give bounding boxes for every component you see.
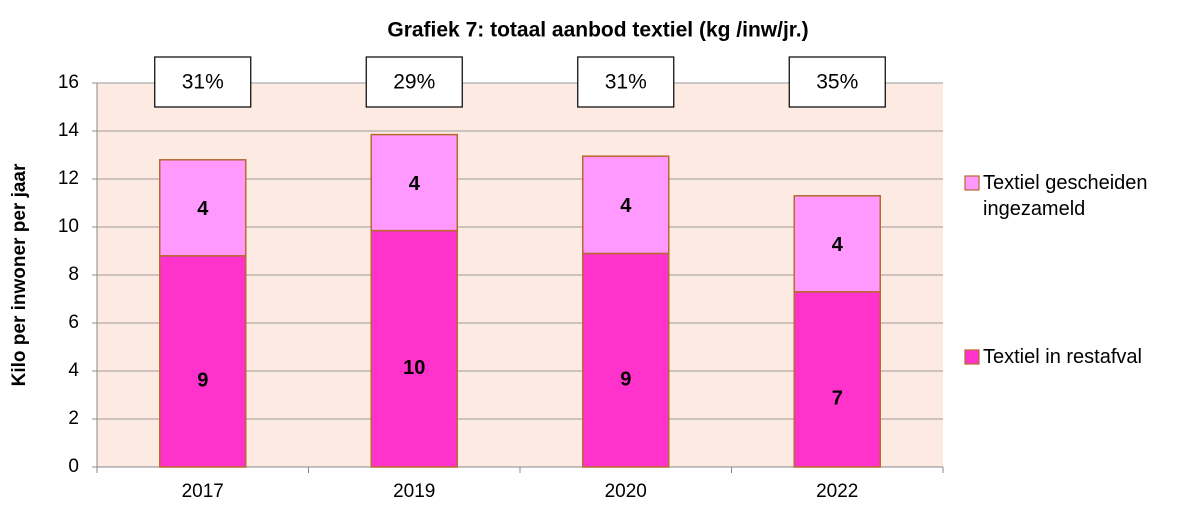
legend-label: Textiel gescheiden ingezameld — [983, 172, 1148, 220]
annotation-box — [365, 56, 463, 108]
bar-segment — [370, 133, 458, 232]
bar-segment — [582, 252, 670, 468]
bar-segment — [793, 195, 881, 293]
y-tick-label: 14 — [58, 120, 80, 141]
data-label: 10 — [403, 357, 425, 379]
x-tick-label: 2022 — [816, 481, 858, 502]
y-tick-label: 8 — [68, 264, 79, 285]
y-tick-label: 16 — [58, 72, 79, 93]
data-label: 4 — [832, 234, 844, 256]
annotation: 35% — [816, 71, 858, 94]
data-label: 4 — [197, 198, 209, 220]
annotation: 31% — [182, 71, 224, 94]
x-tick-label: 2020 — [605, 481, 647, 502]
annotation-box — [788, 56, 886, 108]
y-tick-label: 0 — [68, 456, 79, 477]
y-tick-label: 10 — [58, 216, 79, 237]
x-tick-label: 2017 — [182, 481, 224, 502]
chart-title: Grafiek 7: totaal aanbod textiel (kg /in… — [387, 19, 808, 42]
data-label: 7 — [832, 388, 843, 410]
data-label: 4 — [620, 195, 632, 217]
bar-segment — [370, 229, 458, 468]
legend-swatch — [964, 349, 980, 365]
bar-segment — [582, 155, 670, 255]
y-tick-label: 2 — [68, 408, 79, 429]
bar-segment — [159, 159, 247, 257]
y-tick-label: 4 — [68, 360, 79, 381]
legend-swatch — [964, 175, 980, 191]
bar-segment — [159, 255, 247, 468]
bar-segment — [793, 291, 881, 468]
data-label: 4 — [409, 173, 421, 195]
y-axis-label: Kilo per inwoner per jaar — [9, 163, 30, 386]
annotation-box — [577, 56, 675, 108]
annotation: 31% — [605, 71, 647, 94]
legend-label: Textiel in restafval — [983, 346, 1142, 368]
x-tick-label: 2019 — [393, 481, 435, 502]
data-label: 9 — [197, 370, 208, 392]
annotation-box — [154, 56, 252, 108]
y-tick-label: 6 — [68, 312, 79, 333]
y-tick-label: 12 — [58, 168, 79, 189]
annotation: 29% — [393, 71, 435, 94]
data-label: 9 — [620, 368, 631, 390]
